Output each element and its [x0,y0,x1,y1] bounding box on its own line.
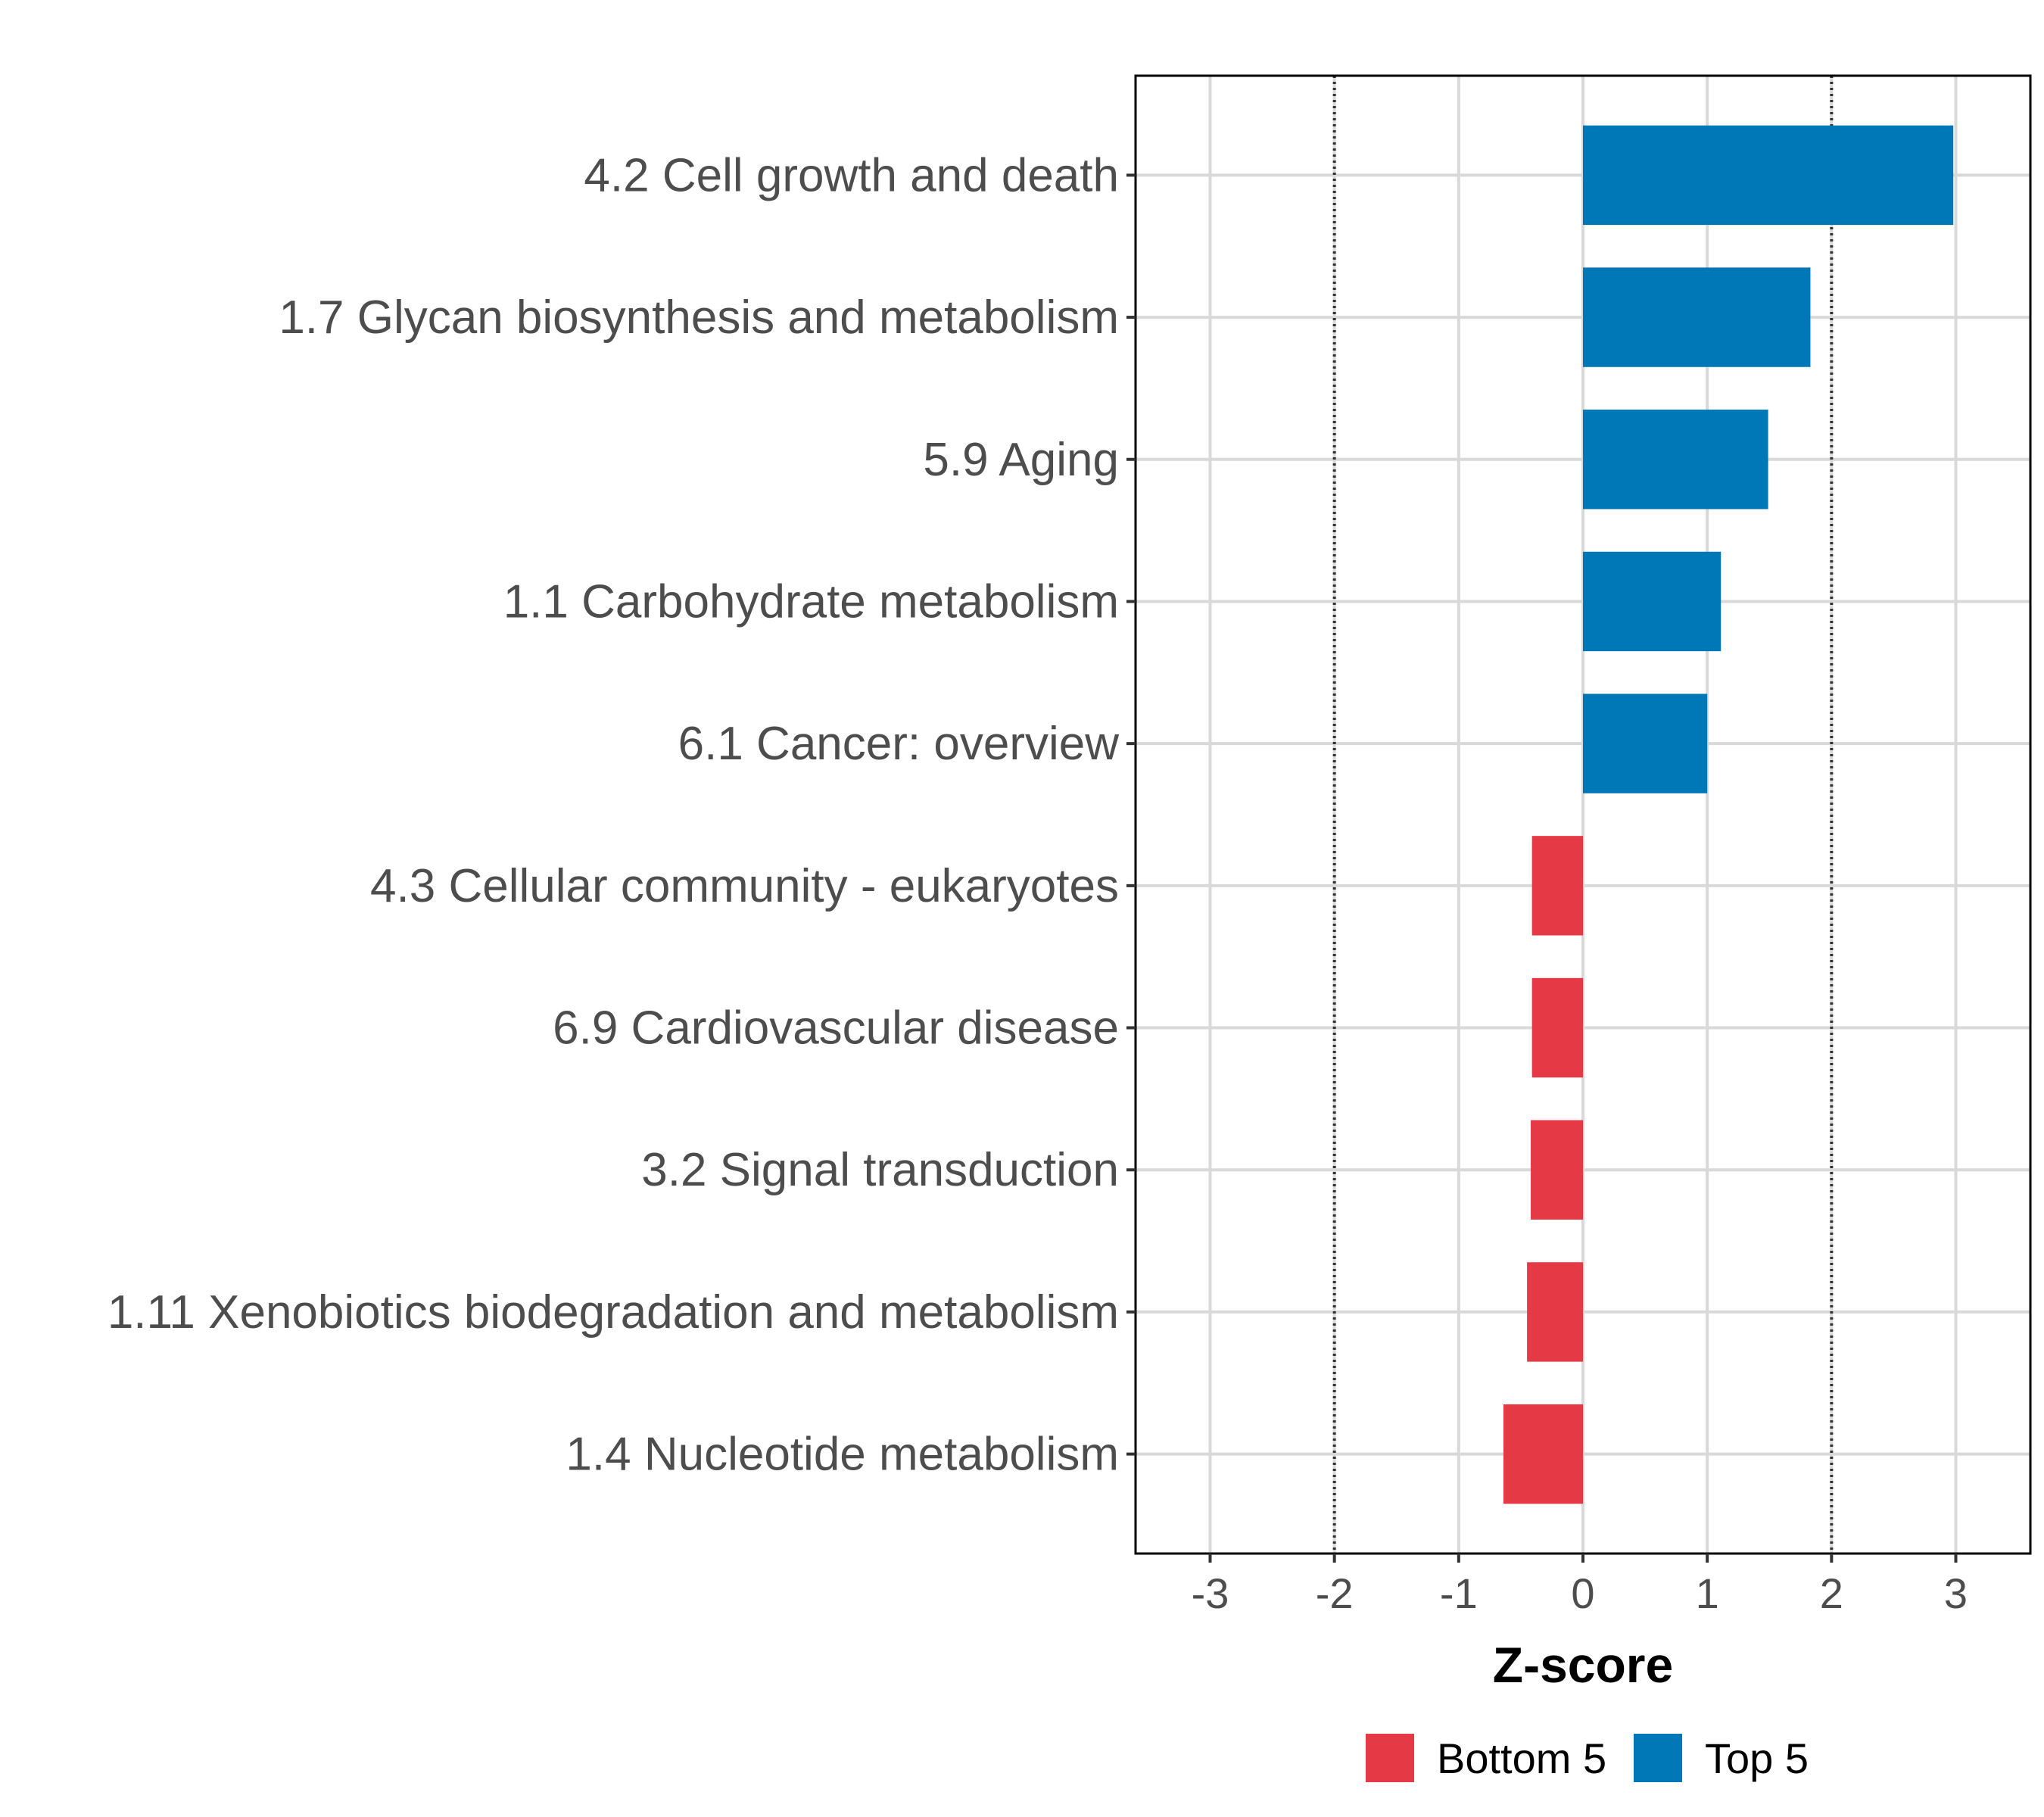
category-label: 6.9 Cardiovascular disease [553,1002,1119,1055]
category-label: 6.1 Cancer: overview [678,718,1120,770]
legend-label-bottom-5: Bottom 5 [1437,1734,1606,1782]
category-label: 4.2 Cell growth and death [584,149,1119,201]
bar [1531,1120,1583,1220]
x-tick-label: 1 [1696,1569,1719,1617]
x-tick-label: -3 [1192,1569,1229,1617]
category-label: 1.7 Glycan biosynthesis and metabolism [279,291,1119,344]
legend-label-top-5: Top 5 [1705,1734,1809,1782]
category-label: 5.9 Aging [923,434,1119,486]
category-label: 1.11 Xenobiotics biodegradation and meta… [107,1286,1119,1339]
x-axis: -3 -2 -1 0 1 2 3 [1192,1554,1968,1617]
category-label: 4.3 Cellular community - eukaryotes [370,860,1119,912]
x-tick-label: 3 [1944,1569,1968,1617]
category-label: 1.4 Nucleotide metabolism [566,1429,1119,1481]
bars [1503,125,1954,1504]
bar [1503,1404,1583,1504]
bar [1583,693,1708,793]
x-tick-label: 0 [1571,1569,1594,1617]
bar [1583,410,1768,510]
legend: Bottom 5 Top 5 [1366,1734,1809,1782]
bar [1583,125,1954,226]
x-axis-title: Z-score [1493,1637,1673,1693]
legend-key-top-5 [1634,1734,1682,1782]
category-label: 3.2 Signal transduction [641,1144,1119,1196]
reference-lines [1332,76,1834,1554]
bar [1527,1262,1583,1362]
category-label: 1.1 Carbohydrate metabolism [503,575,1119,628]
bar [1583,267,1811,367]
bar [1531,977,1583,1078]
bar [1531,836,1583,936]
x-tick-label: -2 [1316,1569,1354,1617]
legend-key-bottom-5 [1366,1734,1414,1782]
x-tick-label: 2 [1820,1569,1843,1617]
bar [1583,551,1722,652]
y-axis: 4.2 Cell growth and death 1.7 Glycan bios… [107,149,1136,1481]
x-tick-label: -1 [1440,1569,1478,1617]
